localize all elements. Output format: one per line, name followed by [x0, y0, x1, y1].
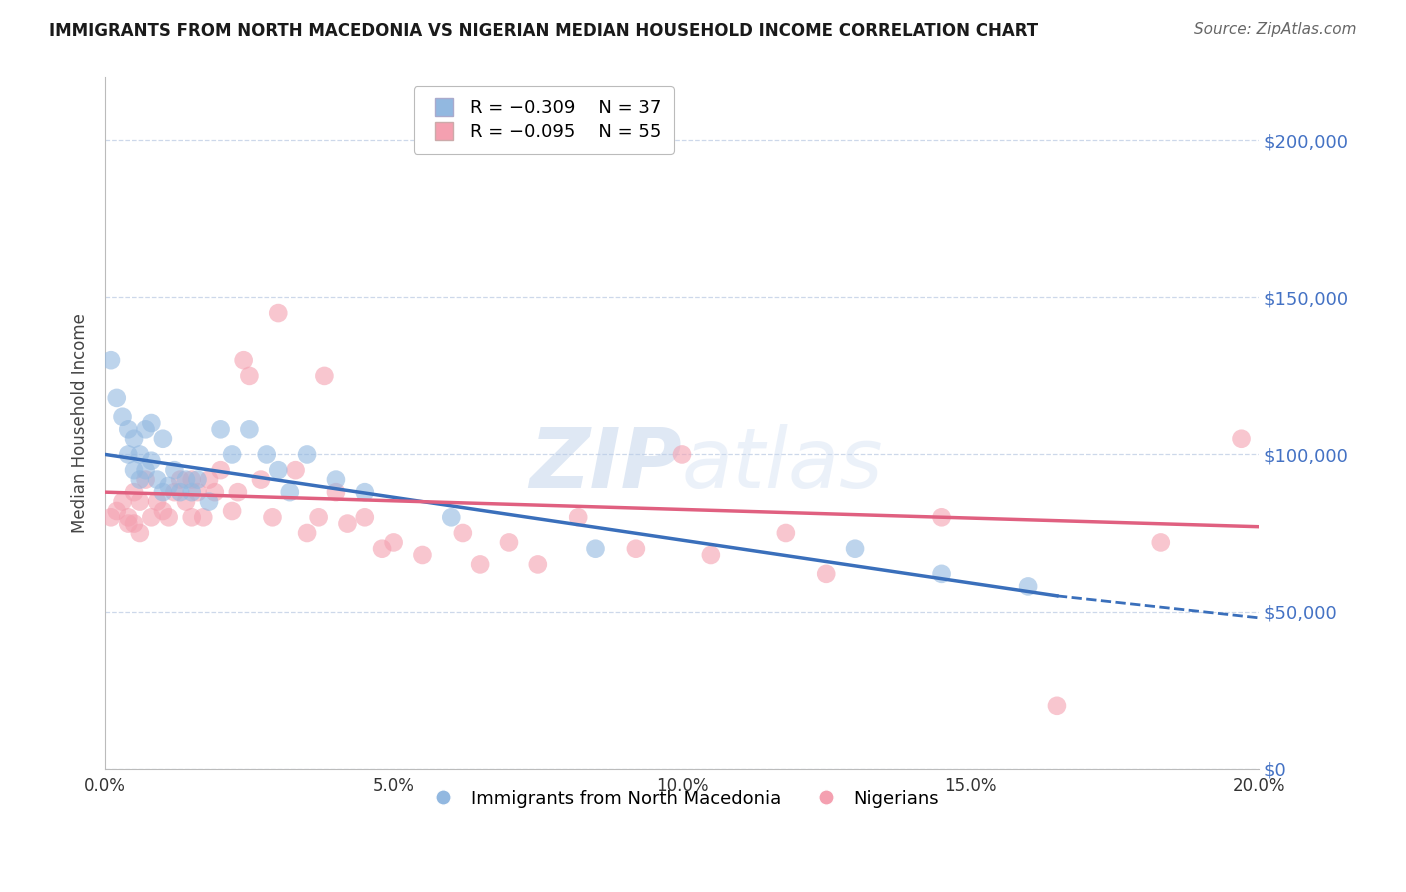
Nigerians [238, 368, 260, 383]
Immigrants from North Macedonia [1017, 579, 1039, 593]
Immigrants from North Macedonia [221, 447, 243, 461]
Immigrants from North Macedonia [111, 409, 134, 424]
Text: IMMIGRANTS FROM NORTH MACEDONIA VS NIGERIAN MEDIAN HOUSEHOLD INCOME CORRELATION : IMMIGRANTS FROM NORTH MACEDONIA VS NIGER… [49, 22, 1039, 40]
Nigerians [931, 510, 953, 524]
Immigrants from North Macedonia [209, 422, 232, 436]
Nigerians [671, 447, 693, 461]
Immigrants from North Macedonia [141, 416, 163, 430]
Text: ZIP: ZIP [530, 424, 682, 505]
Immigrants from North Macedonia [135, 463, 157, 477]
Nigerians [157, 510, 180, 524]
Nigerians [146, 494, 169, 508]
Immigrants from North Macedonia [163, 463, 186, 477]
Immigrants from North Macedonia [146, 473, 169, 487]
Immigrants from North Macedonia [585, 541, 607, 556]
Immigrants from North Macedonia [844, 541, 866, 556]
Text: Source: ZipAtlas.com: Source: ZipAtlas.com [1194, 22, 1357, 37]
Nigerians [198, 473, 221, 487]
Nigerians [152, 504, 174, 518]
Immigrants from North Macedonia [186, 473, 208, 487]
Nigerians [122, 516, 145, 531]
Nigerians [174, 494, 197, 508]
Immigrants from North Macedonia [267, 463, 290, 477]
Immigrants from North Macedonia [325, 473, 347, 487]
Immigrants from North Macedonia [117, 447, 139, 461]
Nigerians [815, 566, 838, 581]
Immigrants from North Macedonia [931, 566, 953, 581]
Nigerians [180, 473, 202, 487]
Nigerians [527, 558, 550, 572]
Nigerians [163, 485, 186, 500]
Nigerians [141, 510, 163, 524]
Nigerians [209, 463, 232, 477]
Nigerians [353, 510, 375, 524]
Nigerians [1230, 432, 1253, 446]
Nigerians [117, 516, 139, 531]
Nigerians [250, 473, 273, 487]
Nigerians [411, 548, 433, 562]
Nigerians [382, 535, 405, 549]
Nigerians [204, 485, 226, 500]
Nigerians [371, 541, 394, 556]
Nigerians [451, 526, 474, 541]
Nigerians [232, 353, 254, 368]
Nigerians [262, 510, 284, 524]
Immigrants from North Macedonia [256, 447, 278, 461]
Nigerians [221, 504, 243, 518]
Nigerians [186, 485, 208, 500]
Immigrants from North Macedonia [152, 432, 174, 446]
Immigrants from North Macedonia [152, 485, 174, 500]
Immigrants from North Macedonia [105, 391, 128, 405]
Immigrants from North Macedonia [353, 485, 375, 500]
Immigrants from North Macedonia [440, 510, 463, 524]
Nigerians [336, 516, 359, 531]
Nigerians [226, 485, 249, 500]
Immigrants from North Macedonia [122, 432, 145, 446]
Nigerians [135, 473, 157, 487]
Nigerians [308, 510, 330, 524]
Immigrants from North Macedonia [128, 473, 150, 487]
Immigrants from North Macedonia [295, 447, 318, 461]
Nigerians [169, 473, 191, 487]
Immigrants from North Macedonia [169, 485, 191, 500]
Nigerians [295, 526, 318, 541]
Nigerians [1046, 698, 1069, 713]
Nigerians [624, 541, 647, 556]
Immigrants from North Macedonia [141, 454, 163, 468]
Nigerians [105, 504, 128, 518]
Nigerians [1150, 535, 1173, 549]
Immigrants from North Macedonia [278, 485, 301, 500]
Immigrants from North Macedonia [128, 447, 150, 461]
Nigerians [117, 510, 139, 524]
Nigerians [498, 535, 520, 549]
Nigerians [111, 494, 134, 508]
Immigrants from North Macedonia [117, 422, 139, 436]
Nigerians [567, 510, 589, 524]
Nigerians [193, 510, 215, 524]
Immigrants from North Macedonia [198, 494, 221, 508]
Immigrants from North Macedonia [157, 479, 180, 493]
Immigrants from North Macedonia [238, 422, 260, 436]
Nigerians [468, 558, 491, 572]
Immigrants from North Macedonia [100, 353, 122, 368]
Immigrants from North Macedonia [180, 485, 202, 500]
Nigerians [775, 526, 797, 541]
Nigerians [325, 485, 347, 500]
Immigrants from North Macedonia [122, 463, 145, 477]
Nigerians [122, 485, 145, 500]
Nigerians [128, 526, 150, 541]
Immigrants from North Macedonia [174, 473, 197, 487]
Nigerians [267, 306, 290, 320]
Y-axis label: Median Household Income: Median Household Income [72, 313, 89, 533]
Nigerians [284, 463, 307, 477]
Nigerians [100, 510, 122, 524]
Nigerians [128, 494, 150, 508]
Nigerians [180, 510, 202, 524]
Nigerians [314, 368, 336, 383]
Text: atlas: atlas [682, 424, 883, 505]
Legend: Immigrants from North Macedonia, Nigerians: Immigrants from North Macedonia, Nigeria… [418, 782, 946, 815]
Nigerians [700, 548, 723, 562]
Immigrants from North Macedonia [135, 422, 157, 436]
